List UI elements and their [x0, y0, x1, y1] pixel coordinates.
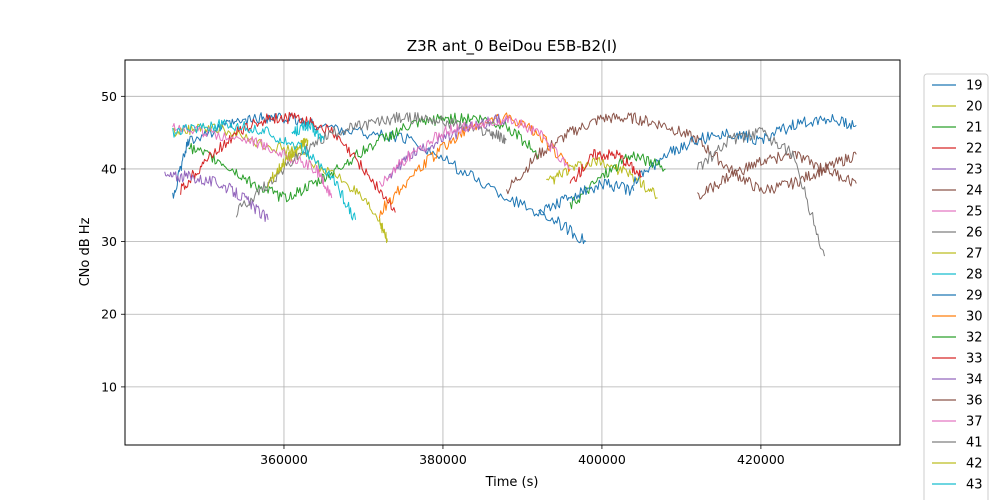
legend-label: 30 [966, 310, 983, 325]
legend-label: 37 [966, 415, 983, 430]
legend-box [923, 73, 989, 500]
series-line-25 [172, 123, 333, 199]
series-line-34 [386, 113, 507, 180]
legend-label: 27 [966, 247, 983, 262]
legend-label: 19 [966, 79, 983, 94]
series-group [164, 111, 857, 257]
legend-label: 32 [966, 331, 983, 346]
legend-label: 42 [966, 457, 983, 472]
legend-label: 36 [966, 394, 983, 409]
legend-label: 33 [966, 352, 983, 367]
x-axis-label: Time (s) [485, 475, 539, 490]
series-line-36 [696, 150, 857, 200]
y-tick-label: 10 [101, 379, 117, 394]
legend-label: 26 [966, 226, 983, 241]
series-line-37 [378, 115, 571, 187]
x-tick-label: 380000 [419, 452, 467, 467]
series-line-33 [569, 149, 643, 184]
legend-label: 20 [966, 100, 983, 115]
series-line-42 [267, 137, 309, 188]
legend-label: 29 [966, 289, 983, 304]
legend-label: 28 [966, 268, 983, 283]
series-line-32 [569, 151, 666, 210]
y-axis: 10 20 30 40 50 [101, 89, 125, 394]
y-tick-label: 50 [101, 89, 117, 104]
legend-label: 41 [966, 436, 983, 451]
series-line-24 [506, 112, 857, 195]
legend-label: 34 [966, 373, 983, 388]
y-tick-label: 20 [101, 307, 117, 322]
legend-label: 21 [966, 121, 983, 136]
plot-background [125, 60, 900, 445]
series-line-27 [546, 156, 658, 200]
legend-label: 22 [966, 142, 983, 157]
legend-label: 25 [966, 205, 983, 220]
x-tick-label: 400000 [578, 452, 626, 467]
legend-label: 23 [966, 163, 983, 178]
x-axis: 360000 380000 400000 420000 [260, 445, 785, 467]
x-tick-label: 420000 [737, 452, 785, 467]
legend-label: 43 [966, 478, 983, 493]
series-line-28 [291, 120, 325, 143]
series-line-44 [538, 178, 635, 216]
y-tick-label: 30 [101, 234, 117, 249]
series-line-41 [696, 127, 825, 257]
series-line-21 [188, 112, 539, 203]
legend: 19 20 21 22 23 24 25 26 27 28 29 30 32 33 34 36 37 41 42 43 [923, 73, 989, 500]
legend-label: 24 [966, 184, 983, 199]
series-line-22 [180, 111, 396, 213]
plot-frame [124, 59, 901, 446]
chart-title: Z3R ant_0 BeiDou E5B-B2(I) [407, 37, 617, 56]
x-tick-label: 360000 [260, 452, 308, 467]
series-line-30 [378, 112, 571, 219]
y-tick-label: 40 [101, 161, 117, 176]
series-line-43 [172, 119, 356, 221]
y-axis-label: CNo dB Hz [78, 217, 93, 286]
grid [125, 60, 900, 445]
series-line-29 [633, 114, 857, 186]
